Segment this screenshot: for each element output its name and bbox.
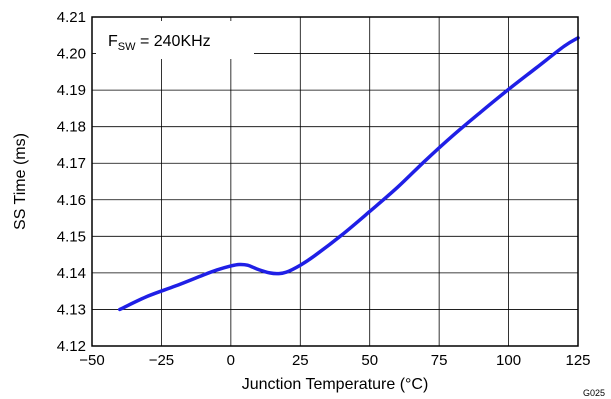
y-tick-label: 4.20 <box>57 46 86 63</box>
figure-id: G025 <box>583 388 605 398</box>
y-tick-label: 4.17 <box>57 155 86 172</box>
y-tick-label: 4.21 <box>57 9 86 26</box>
x-tick-label: 75 <box>431 352 448 369</box>
y-tick-label: 4.12 <box>57 338 86 355</box>
y-tick-label: 4.15 <box>57 228 86 245</box>
x-axis-title: Junction Temperature (°C) <box>242 376 429 393</box>
y-tick-label: 4.19 <box>57 82 86 99</box>
series-line <box>118 36 580 312</box>
tick-labels: −50 −25 0 25 50 75 100 125 4.12 4.13 4.14 4.15 4.16 4… <box>57 9 591 369</box>
y-tick-label: 4.13 <box>57 301 86 318</box>
y-tick-label: 4.14 <box>57 265 86 282</box>
annotation-sub: SW <box>118 41 136 53</box>
x-tick-label: 50 <box>361 352 378 369</box>
annotation-fsw: FSW = 240KHz <box>108 33 211 53</box>
x-tick-label: 100 <box>496 352 521 369</box>
x-tick-label: −50 <box>79 352 104 369</box>
y-tick-label: 4.18 <box>57 119 86 136</box>
y-axis-title: SS Time (ms) <box>12 133 29 230</box>
annotation-rest: = 240KHz <box>136 33 211 50</box>
series-line-group <box>118 36 580 312</box>
annotation-main: F <box>108 33 118 50</box>
x-tick-label: −25 <box>149 352 174 369</box>
grid <box>92 17 578 346</box>
y-tick-label: 4.16 <box>57 192 86 209</box>
x-tick-label: 125 <box>565 352 590 369</box>
x-tick-label: 25 <box>292 352 309 369</box>
annotation-box <box>96 21 254 59</box>
x-tick-label: 0 <box>227 352 235 369</box>
plot-frame <box>91 16 579 347</box>
